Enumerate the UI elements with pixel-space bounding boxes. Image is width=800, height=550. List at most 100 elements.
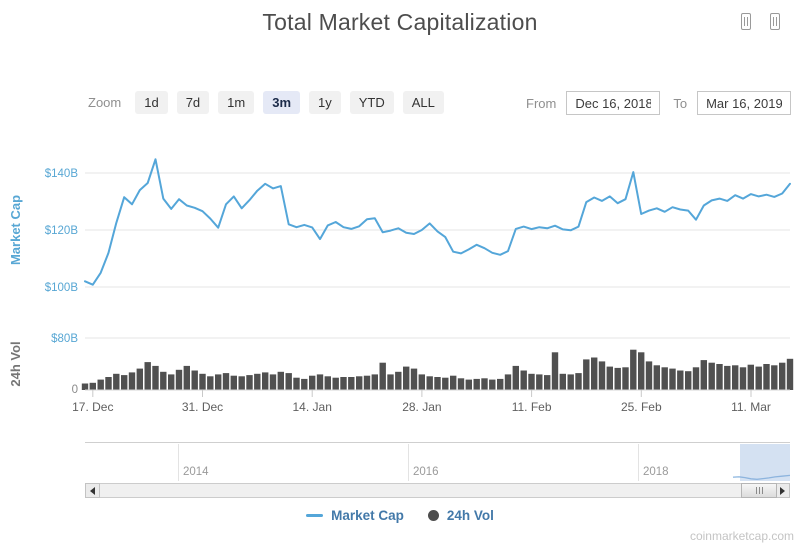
volume-bar[interactable] (168, 374, 175, 390)
volume-bar[interactable] (207, 376, 214, 390)
volume-bar[interactable] (403, 366, 410, 390)
volume-bar[interactable] (254, 373, 261, 391)
volume-bar[interactable] (324, 376, 331, 390)
legend-item-24h-vol[interactable]: 24h Vol (427, 508, 494, 523)
volume-bar[interactable] (175, 369, 183, 390)
volume-bar[interactable] (724, 365, 731, 390)
volume-bar[interactable] (732, 365, 739, 390)
volume-bar[interactable] (598, 361, 606, 390)
volume-bar[interactable] (779, 362, 786, 390)
volume-bar[interactable] (544, 375, 551, 391)
volume-bar[interactable] (316, 374, 324, 390)
volume-bar[interactable] (222, 373, 230, 390)
volume-bar[interactable] (465, 379, 472, 390)
volume-bar[interactable] (293, 377, 300, 390)
volume-bar[interactable] (363, 375, 371, 390)
volume-bar[interactable] (606, 366, 613, 390)
volume-bar[interactable] (105, 377, 112, 390)
volume-bar[interactable] (685, 371, 692, 391)
volume-bar[interactable] (89, 382, 96, 390)
volume-bar[interactable] (121, 375, 128, 391)
volume-bar[interactable] (536, 374, 543, 390)
volume-bar[interactable] (410, 368, 418, 390)
volume-bar[interactable] (520, 370, 527, 391)
volume-bar[interactable] (97, 379, 104, 390)
volume-bar[interactable] (630, 349, 637, 390)
volume-bar[interactable] (285, 373, 292, 390)
volume-bar[interactable] (645, 361, 653, 390)
volume-bar[interactable] (426, 376, 433, 390)
navigator-left-handle[interactable] (741, 13, 751, 30)
volume-bar[interactable] (434, 377, 441, 390)
volume-bar[interactable] (199, 373, 206, 391)
volume-bar[interactable] (504, 374, 512, 390)
zoom-button-1m[interactable]: 1m (218, 91, 255, 114)
volume-bar[interactable] (269, 374, 277, 390)
volume-bar[interactable] (661, 367, 668, 391)
volume-bar[interactable] (747, 364, 754, 391)
volume-bar[interactable] (575, 373, 582, 390)
volume-bar[interactable] (395, 371, 402, 390)
volume-bar[interactable] (309, 375, 316, 390)
volume-bar[interactable] (716, 364, 723, 390)
volume-bar[interactable] (677, 370, 684, 391)
volume-bar[interactable] (457, 378, 465, 390)
to-date-input[interactable] (697, 91, 792, 115)
volume-bar[interactable] (81, 383, 89, 391)
volume-bar[interactable] (559, 373, 566, 391)
volume-bar[interactable] (567, 374, 574, 390)
volume-bar[interactable] (277, 371, 284, 390)
volume-bar[interactable] (191, 370, 198, 391)
volume-bar[interactable] (583, 359, 590, 390)
volume-bar[interactable] (442, 377, 449, 390)
volume-bar[interactable] (614, 367, 621, 390)
volume-bar[interactable] (387, 374, 394, 390)
zoom-button-1d[interactable]: 1d (135, 91, 168, 114)
volume-bar[interactable] (653, 365, 660, 390)
volume-bar[interactable] (246, 375, 253, 391)
volume-bar[interactable] (708, 362, 715, 390)
volume-bar[interactable] (113, 373, 120, 391)
volume-bar[interactable] (669, 368, 676, 390)
volume-bar[interactable] (786, 358, 794, 390)
volume-bar[interactable] (136, 368, 143, 390)
volume-bar[interactable] (348, 377, 355, 390)
zoom-button-all[interactable]: ALL (402, 91, 444, 114)
market-cap-line-series[interactable] (84, 158, 791, 286)
volume-bar[interactable] (183, 365, 190, 390)
volume-bar[interactable] (763, 364, 770, 390)
zoom-button-ytd[interactable]: YTD (349, 91, 394, 114)
volume-bar[interactable] (301, 378, 308, 390)
volume-bar[interactable] (128, 372, 136, 390)
volume-bar[interactable] (700, 360, 707, 390)
from-date-input[interactable] (566, 91, 661, 115)
volume-bar[interactable] (450, 375, 457, 390)
volume-bar[interactable] (771, 365, 778, 390)
volume-bar[interactable] (591, 357, 598, 391)
volume-bar[interactable] (528, 373, 535, 391)
zoom-button-3m[interactable]: 3m (263, 91, 301, 114)
volume-bar[interactable] (379, 362, 386, 390)
volume-bar[interactable] (622, 367, 629, 391)
zoom-button-1y[interactable]: 1y (309, 91, 341, 114)
volume-bar[interactable] (512, 365, 519, 390)
volume-bar[interactable] (238, 376, 245, 390)
navigator[interactable]: 2014 2016 2018 (85, 442, 790, 481)
volume-bar[interactable] (160, 371, 167, 390)
scrollbar-left-button[interactable] (85, 483, 100, 498)
volume-bar[interactable] (755, 366, 762, 390)
navigator-selection-mask[interactable] (740, 444, 790, 481)
volume-bar[interactable] (739, 367, 747, 391)
chart-plot-area[interactable]: $140B $120B $100B Market Cap 24h Vol $80… (0, 140, 800, 425)
scrollbar-right-button[interactable] (775, 483, 790, 498)
volume-bar[interactable] (418, 374, 425, 390)
volume-bar[interactable] (230, 375, 237, 390)
volume-bar[interactable] (332, 377, 339, 390)
volume-bar[interactable] (481, 378, 488, 390)
volume-bar[interactable] (215, 374, 222, 390)
volume-bar[interactable] (489, 379, 496, 390)
legend-item-market-cap[interactable]: Market Cap (306, 508, 404, 523)
volume-bar[interactable] (371, 374, 378, 390)
navigator-right-handle[interactable] (770, 13, 780, 30)
volume-bar[interactable] (356, 376, 363, 390)
